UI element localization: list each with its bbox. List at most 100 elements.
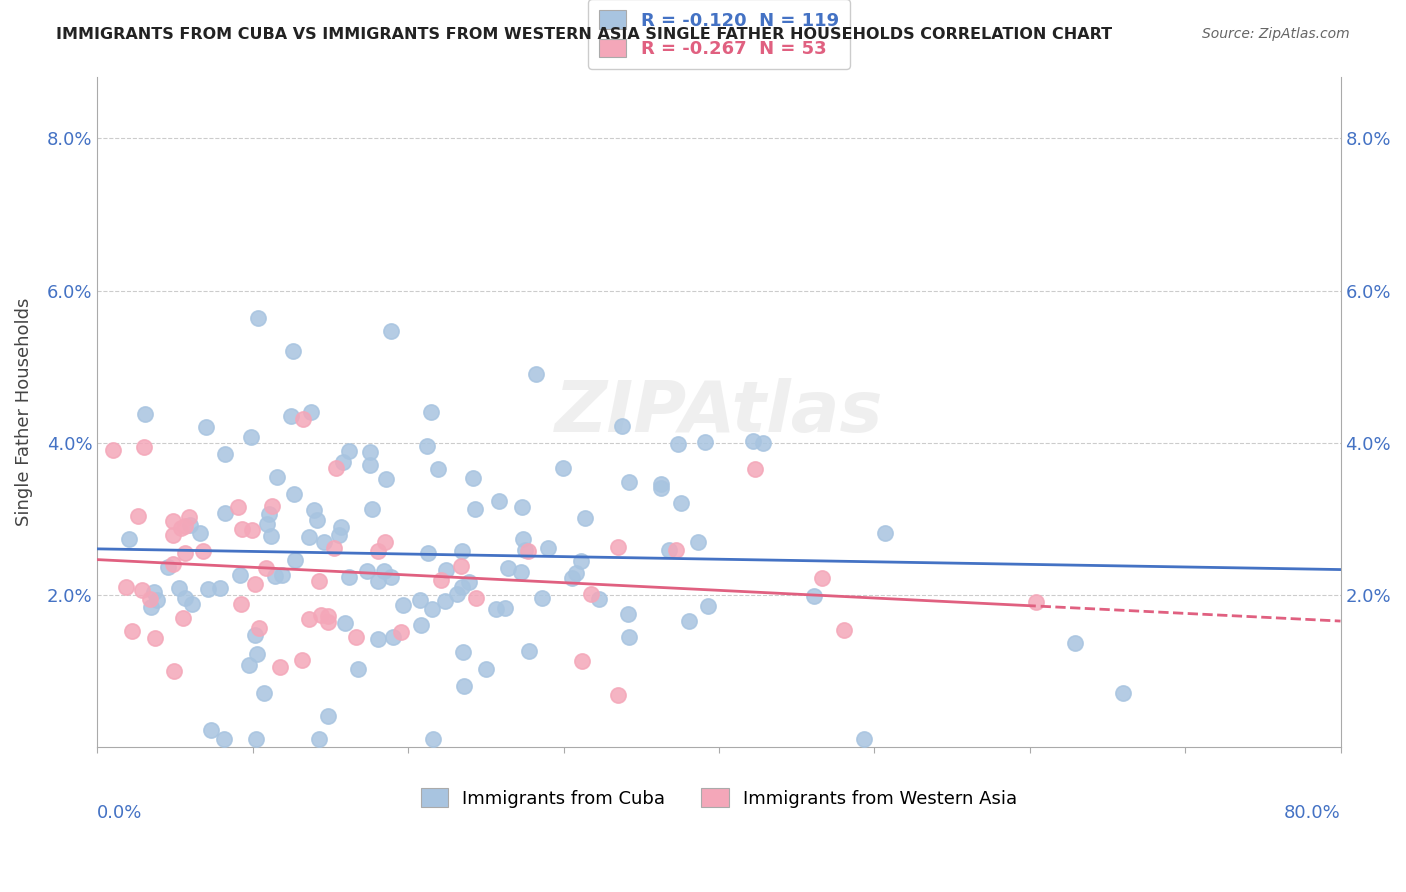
Immigrants from Cuba (671, 496, 693, 510)
Immigrants from Western Asia (323, 541, 346, 556)
Immigrants from Cuba (266, 469, 288, 483)
Immigrants from Western Asia (143, 631, 166, 645)
Immigrants from Cuba (695, 435, 717, 450)
Immigrants from Cuba (263, 568, 285, 582)
Immigrants from Cuba (513, 543, 536, 558)
Text: Source: ZipAtlas.com: Source: ZipAtlas.com (1202, 27, 1350, 41)
Immigrants from Western Asia (229, 597, 252, 611)
Immigrants from Cuba (200, 723, 222, 737)
Immigrants from Western Asia (172, 610, 194, 624)
Immigrants from Cuba (510, 565, 533, 579)
Immigrants from Cuba (347, 662, 370, 676)
Immigrants from Western Asia (325, 461, 347, 475)
Text: IMMIGRANTS FROM CUBA VS IMMIGRANTS FROM WESTERN ASIA SINGLE FATHER HOUSEHOLDS CO: IMMIGRANTS FROM CUBA VS IMMIGRANTS FROM … (56, 27, 1112, 42)
Immigrants from Cuba (434, 564, 457, 578)
Immigrants from Cuba (367, 574, 389, 589)
Immigrants from Cuba (214, 446, 236, 460)
Immigrants from Cuba (145, 593, 167, 607)
Immigrants from Cuba (312, 534, 335, 549)
Immigrants from Western Asia (389, 625, 412, 640)
Immigrants from Cuba (245, 732, 267, 747)
Immigrants from Cuba (188, 526, 211, 541)
Immigrants from Cuba (316, 709, 339, 723)
Immigrants from Cuba (512, 532, 534, 546)
Immigrants from Cuba (380, 324, 402, 338)
Immigrants from Cuba (180, 597, 202, 611)
Immigrants from Cuba (243, 628, 266, 642)
Immigrants from Western Asia (430, 573, 453, 587)
Immigrants from Western Asia (581, 587, 603, 601)
Immigrants from Cuba (212, 732, 235, 747)
Immigrants from Western Asia (127, 508, 149, 523)
Immigrants from Cuba (658, 542, 681, 557)
Immigrants from Cuba (339, 569, 361, 583)
Immigrants from Cuba (179, 518, 201, 533)
Immigrants from Cuba (420, 601, 443, 615)
Immigrants from Cuba (391, 599, 413, 613)
Immigrants from Cuba (875, 526, 897, 541)
Immigrants from Western Asia (162, 514, 184, 528)
Immigrants from Cuba (374, 472, 396, 486)
Immigrants from Cuba (308, 732, 330, 747)
Immigrants from Cuba (433, 594, 456, 608)
Immigrants from Western Asia (139, 591, 162, 606)
Immigrants from Cuba (485, 602, 508, 616)
Immigrants from Western Asia (374, 534, 396, 549)
Immigrants from Cuba (328, 528, 350, 542)
Immigrants from Western Asia (260, 500, 283, 514)
Immigrants from Cuba (565, 566, 588, 581)
Immigrants from Cuba (510, 500, 533, 515)
Immigrants from Cuba (852, 732, 875, 747)
Immigrants from Cuba (143, 584, 166, 599)
Immigrants from Cuba (458, 574, 481, 589)
Immigrants from Cuba (139, 599, 162, 614)
Immigrants from Cuba (256, 516, 278, 531)
Immigrants from Cuba (488, 494, 510, 508)
Immigrants from Cuba (416, 439, 439, 453)
Immigrants from Cuba (209, 581, 232, 595)
Immigrants from Cuba (475, 662, 498, 676)
Immigrants from Cuba (553, 461, 575, 475)
Immigrants from Cuba (574, 510, 596, 524)
Immigrants from Western Asia (292, 411, 315, 425)
Immigrants from Cuba (464, 501, 486, 516)
Immigrants from Western Asia (665, 543, 688, 558)
Immigrants from Western Asia (571, 654, 593, 668)
Immigrants from Cuba (157, 559, 180, 574)
Immigrants from Western Asia (174, 545, 197, 559)
Immigrants from Cuba (361, 502, 384, 516)
Immigrants from Cuba (696, 599, 718, 614)
Immigrants from Cuba (617, 475, 640, 490)
Immigrants from Western Asia (174, 519, 197, 533)
Immigrants from Cuba (494, 601, 516, 615)
Immigrants from Western Asia (114, 580, 136, 594)
Immigrants from Cuba (453, 644, 475, 658)
Immigrants from Cuba (333, 615, 356, 630)
Immigrants from Western Asia (606, 540, 628, 554)
Immigrants from Cuba (650, 481, 672, 495)
Immigrants from Cuba (496, 561, 519, 575)
Immigrants from Cuba (260, 529, 283, 543)
Immigrants from Cuba (453, 679, 475, 693)
Immigrants from Cuba (803, 589, 825, 603)
Text: ZIPAtlas: ZIPAtlas (555, 378, 883, 447)
Immigrants from Cuba (536, 541, 558, 555)
Immigrants from Cuba (167, 581, 190, 595)
Immigrants from Western Asia (316, 608, 339, 623)
Immigrants from Cuba (305, 513, 328, 527)
Immigrants from Western Asia (811, 571, 834, 585)
Immigrants from Western Asia (191, 543, 214, 558)
Immigrants from Western Asia (344, 630, 367, 644)
Immigrants from Cuba (238, 657, 260, 672)
Immigrants from Cuba (569, 554, 592, 568)
Immigrants from Cuba (359, 458, 381, 473)
Immigrants from Western Asia (516, 544, 538, 558)
Immigrants from Cuba (561, 571, 583, 585)
Immigrants from Cuba (688, 535, 710, 549)
Immigrants from Western Asia (290, 653, 312, 667)
Immigrants from Western Asia (269, 660, 291, 674)
Y-axis label: Single Father Households: Single Father Households (15, 298, 32, 526)
Immigrants from Cuba (446, 587, 468, 601)
Immigrants from Cuba (524, 367, 547, 381)
Immigrants from Cuba (450, 580, 472, 594)
